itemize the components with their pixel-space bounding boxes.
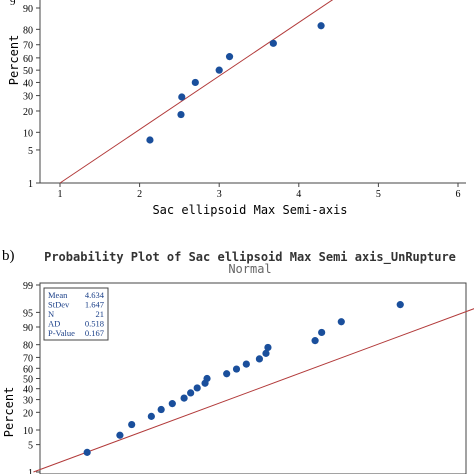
y-tick-label: 60: [23, 54, 33, 65]
stat-label: AD: [48, 319, 60, 329]
panel-b-label: b): [2, 248, 15, 264]
y-tick-label: 50: [23, 375, 33, 386]
y-tick-label: 20: [23, 107, 33, 118]
y-tick-label: 90: [23, 323, 33, 334]
stat-value: 1.647: [85, 300, 104, 310]
data-point: [223, 370, 231, 378]
y-tick-label: 5: [28, 441, 33, 452]
y-tick-label: 5: [28, 146, 33, 157]
y-tick-label: 20: [23, 408, 33, 419]
data-point: [191, 78, 199, 87]
stats-box: [43, 287, 109, 341]
data-point: [262, 349, 270, 357]
panel-a-x-ticks: 1 2 3 4 5 6: [58, 183, 461, 200]
data-point: [242, 360, 250, 368]
data-point: [203, 374, 211, 383]
data-point: [128, 420, 136, 429]
panel-a-points: [146, 22, 325, 144]
data-point: [116, 431, 124, 439]
stat-label: StDev: [48, 300, 70, 310]
y-tick-label: 50: [23, 66, 33, 77]
data-point: [146, 136, 154, 144]
data-point: [318, 328, 326, 337]
stat-label: N: [48, 309, 54, 319]
data-point: [147, 412, 155, 420]
stats-table: Mean 4.634 StDev 1.647 N 21 AD 0.518 P-Value 0.16…: [48, 290, 105, 338]
panel-b: b) Probability Plot of Sac ellipsoid Max…: [2, 248, 474, 474]
data-point: [157, 405, 165, 414]
x-tick-label: 5: [376, 189, 381, 200]
stat-value: 0.167: [85, 328, 104, 338]
x-tick-label: 3: [217, 189, 222, 200]
panel-b-fit-line: [33, 308, 474, 473]
x-tick-label: 1: [58, 189, 63, 200]
data-point: [269, 39, 277, 47]
panel-b-subtitle: Normal: [228, 262, 271, 276]
data-point: [180, 394, 188, 402]
y-tick-label: 30: [23, 396, 33, 407]
y-tick-label: 90: [23, 4, 33, 15]
y-tick-label: 40: [23, 385, 33, 396]
y-tick-label: 80: [23, 341, 33, 352]
y-tick-label: 80: [23, 25, 33, 36]
panel-b-title: Probability Plot of Sac ellipsoid Max Se…: [44, 250, 456, 265]
panel-b-points: [83, 301, 404, 456]
panel-b-y-label: Percent: [2, 387, 16, 438]
y-tick-label: 70: [23, 41, 33, 52]
panel-a-fit-line: [59, 0, 334, 184]
data-point: [178, 93, 186, 101]
y-tick-label: 40: [23, 78, 33, 89]
y-tick-label: 1: [28, 468, 33, 474]
y-tick-label: 95: [23, 308, 33, 319]
y-tick-label: 60: [23, 364, 33, 375]
data-point: [396, 301, 404, 309]
stat-value: 21: [96, 309, 105, 319]
y-tick-label: 10: [23, 426, 33, 437]
data-point: [255, 355, 264, 363]
data-point: [187, 389, 195, 397]
stat-label: Mean: [48, 290, 68, 300]
y-tick-label: 99: [23, 281, 33, 292]
data-point: [168, 400, 176, 408]
y-tick-label: 1: [28, 179, 33, 190]
x-tick-label: 2: [137, 189, 142, 200]
panel-a-y-label: Percent: [7, 35, 21, 86]
data-point: [232, 365, 241, 373]
stat-value: 4.634: [85, 290, 105, 300]
stat-label: P-Value: [48, 328, 75, 338]
data-point: [193, 384, 201, 392]
panel-a-top-tick-label: 9: [10, 0, 16, 8]
stat-value: 0.518: [85, 319, 104, 329]
data-point: [337, 318, 345, 326]
x-tick-label: 6: [456, 189, 461, 200]
y-tick-label: 30: [23, 92, 33, 103]
data-point: [83, 448, 91, 456]
panel-a-x-label: Sac ellipsoid Max Semi-axis: [152, 203, 347, 217]
y-tick-label: 70: [23, 353, 33, 364]
data-point: [311, 337, 319, 345]
data-point: [317, 22, 325, 30]
data-point: [225, 53, 234, 61]
y-tick-label: 10: [23, 128, 33, 139]
data-point: [177, 110, 185, 119]
data-point: [215, 66, 223, 74]
x-tick-label: 4: [296, 189, 301, 200]
data-point: [264, 343, 272, 352]
